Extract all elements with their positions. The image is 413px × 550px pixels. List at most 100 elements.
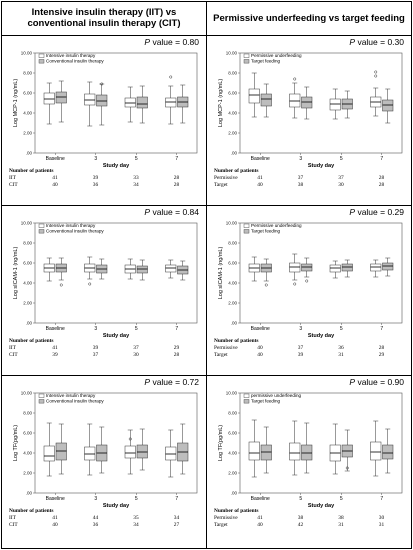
box-iqr — [382, 99, 394, 112]
count-cell: 29 — [173, 345, 180, 351]
outlier-point — [169, 75, 173, 79]
count-cell: 41 — [257, 515, 263, 521]
box-iqr — [341, 263, 353, 272]
count-cell: 37 — [338, 175, 344, 181]
y-tick-label: 8.00 — [228, 71, 237, 76]
outlier-point — [374, 70, 378, 74]
row-label: CIT — [9, 351, 18, 358]
box-2-3 — [341, 259, 353, 278]
chart-panel-6: P value = 0.90 .00 2.00 4.00 6.00 8.00 10.00 Lo… — [208, 377, 412, 546]
box-2-1 — [260, 258, 272, 287]
y-tick-label: 6.00 — [228, 261, 237, 266]
outlier-point — [293, 77, 297, 81]
x-axis-label: Study day — [308, 503, 335, 509]
y-tick-label: 6.00 — [23, 91, 32, 96]
column-header-left: Intensive insulin therapy (IIT) vs conve… — [27, 7, 181, 29]
box-plot-svg: .00 2.00 4.00 6.00 8.00 10.00 Log TF(pg/mL) Bas… — [218, 391, 403, 509]
y-tick-label: 10.00 — [226, 221, 238, 226]
patient-count-table: Number of patients IIT 41 39 37 29 CIT 39 37 30 28 — [9, 338, 199, 358]
row-label: IIT — [9, 515, 16, 521]
row-label: IIT — [9, 175, 16, 181]
box-2-3 — [341, 429, 353, 472]
legend-label: Target feeding — [251, 229, 281, 234]
count-cell: 38 — [297, 515, 304, 521]
outlier-point — [88, 282, 92, 286]
count-cell: 28 — [173, 351, 180, 358]
box-1-2 — [84, 256, 96, 286]
legend-label: Target feeding — [251, 399, 281, 404]
count-cell: 28 — [173, 181, 180, 188]
y-tick-label: 6.00 — [228, 431, 237, 436]
count-cell: 29 — [378, 351, 385, 358]
column-header-right: Permissive underfeeding vs target feedin… — [213, 12, 405, 24]
y-tick-label: 4.00 — [23, 451, 32, 456]
x-tick-label: 5 — [135, 326, 138, 332]
box-1-4 — [370, 259, 382, 278]
box-2-1 — [55, 80, 67, 123]
y-tick-label: 8.00 — [23, 241, 32, 246]
y-tick-label: 10.00 — [21, 51, 33, 56]
count-cell: 34 — [133, 521, 139, 528]
x-axis-label: Study day — [103, 503, 130, 509]
legend-swatch — [38, 393, 45, 398]
box-1-2 — [289, 77, 301, 119]
patient-count-table: Number of patients Permissive 41 38 38 30 Targ… — [214, 508, 404, 528]
x-tick-label: 3 — [299, 326, 302, 332]
p-value-text: value = 0.80 — [150, 37, 199, 47]
p-value-symbol: P — [144, 207, 151, 217]
outlier-point — [293, 282, 297, 286]
table-row: CIT 40 36 34 28 — [9, 182, 199, 189]
y-tick-label: 4.00 — [228, 281, 237, 286]
count-cell: 33 — [133, 175, 139, 181]
outlier-point — [264, 283, 268, 287]
box-1-3 — [329, 260, 341, 279]
count-cell: 39 — [92, 175, 99, 181]
chart-panel-5: P value = 0.72 .00 2.00 4.00 6.00 8.00 10.00 Lo… — [3, 377, 207, 546]
x-tick-label: 3 — [299, 156, 302, 162]
box-1-1 — [43, 82, 55, 125]
x-tick-label: 5 — [135, 496, 138, 502]
count-cell: 38 — [297, 181, 304, 188]
table-title: Number of patients — [214, 508, 259, 514]
count-cell: 39 — [52, 351, 58, 358]
count-cell: 41 — [52, 175, 58, 181]
y-tick-label: 8.00 — [23, 71, 32, 76]
outlier-point — [305, 279, 309, 283]
box-1-1 — [43, 422, 55, 477]
legend-swatch — [38, 59, 45, 64]
count-cell: 28 — [378, 175, 385, 181]
count-cell: 30 — [338, 181, 344, 188]
box-plot-svg: .00 2.00 4.00 6.00 8.00 10.00 Log TF(pg/mL) Bas… — [13, 391, 198, 509]
box-iqr — [96, 94, 108, 107]
y-tick-label: 10.00 — [21, 391, 33, 396]
box-2-1 — [55, 257, 67, 287]
plot-frame — [239, 222, 403, 324]
p-value: P value = 0.29 — [349, 207, 404, 217]
count-cell: 31 — [378, 521, 385, 528]
row-label: Target — [214, 351, 228, 358]
outlier-point — [128, 437, 132, 441]
row-label: CIT — [9, 181, 18, 188]
x-tick-label: 3 — [94, 496, 97, 502]
x-tick-label: Baseline — [251, 496, 270, 502]
y-tick-label: 8.00 — [23, 411, 32, 416]
y-tick-label: .00 — [231, 491, 238, 496]
box-2-1 — [260, 426, 272, 474]
box-2-1 — [55, 423, 67, 475]
count-cell: 40 — [52, 181, 58, 188]
p-value-text: value = 0.30 — [355, 37, 404, 47]
box-iqr — [301, 96, 313, 109]
box-iqr — [260, 93, 272, 107]
legend-label: Intensive insulin therapy — [46, 223, 96, 228]
row-label: Target — [214, 521, 228, 528]
x-axis-label: Study day — [103, 333, 130, 339]
legend-label: Permissive underfeeding — [251, 53, 302, 58]
row-label: CIT — [9, 521, 18, 528]
table-row: IIT 41 39 33 28 — [9, 175, 199, 182]
box-1-3 — [329, 88, 341, 120]
y-tick-label: 8.00 — [228, 411, 237, 416]
y-tick-label: .00 — [26, 491, 33, 496]
box-2-2 — [96, 426, 108, 474]
legend-label: Conventional insulin therapy — [46, 399, 104, 404]
